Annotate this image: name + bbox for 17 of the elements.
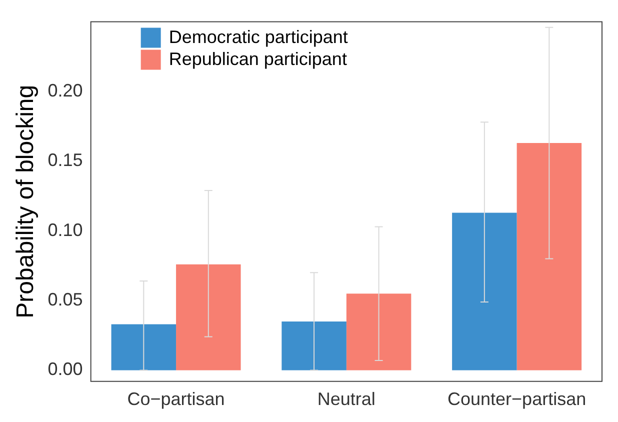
- y-tick-label: 0.20: [48, 80, 83, 100]
- bar: [452, 212, 517, 370]
- legend-label: Republican participant: [168, 48, 347, 69]
- x-tick-label: Counter−partisan: [448, 389, 586, 410]
- bar: [111, 324, 176, 370]
- bar: [346, 294, 412, 370]
- bar: [516, 143, 582, 370]
- y-axis-title: Probability of blocking: [12, 84, 40, 318]
- x-tick-label: Co−partisan: [127, 389, 225, 410]
- bar: [176, 264, 241, 370]
- x-tick-label: Neutral: [317, 389, 376, 410]
- y-tick-label: 0.15: [48, 150, 83, 170]
- y-tick-label: 0.05: [48, 290, 83, 310]
- bar: [282, 321, 346, 370]
- y-tick-label: 0.00: [48, 359, 83, 380]
- y-tick-label: 0.10: [48, 220, 83, 240]
- legend-label: Democratic participant: [168, 26, 348, 47]
